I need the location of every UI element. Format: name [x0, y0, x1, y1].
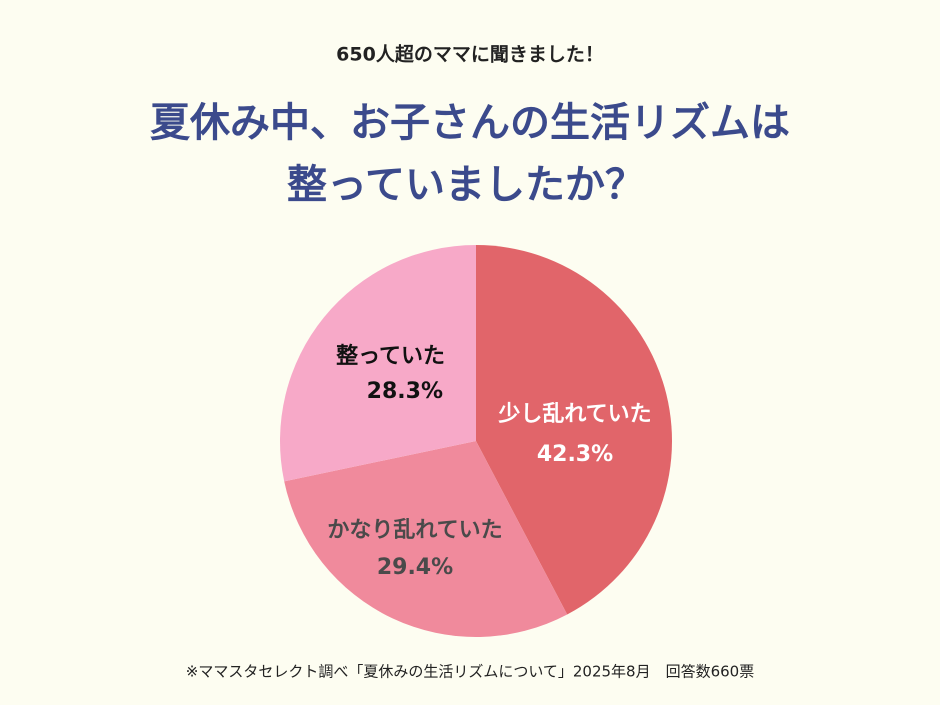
chart-subtitle: 650人超のママに聞きました！: [336, 43, 604, 66]
slice-label: 少し乱れていた: [497, 402, 651, 427]
value-label: 28.3%: [367, 379, 443, 404]
chart-title: 夏休み中、お子さんの生活リズムは: [150, 100, 790, 146]
pie-slice: [284, 441, 568, 637]
value-label: 42.3%: [537, 442, 613, 467]
value-label: 29.4%: [377, 555, 453, 580]
slice-label: 整っていた: [336, 343, 445, 369]
footnote: ※ママスタセレクト調べ「夏休みの生活リズムについて」2025年8月 回答数660…: [186, 663, 754, 681]
chart-title: 整っていましたか？: [287, 162, 645, 208]
pie-slice: [280, 245, 476, 482]
slice-label: かなり乱れていた: [327, 518, 502, 543]
pie-slice: [476, 245, 672, 615]
pie: [280, 245, 672, 637]
